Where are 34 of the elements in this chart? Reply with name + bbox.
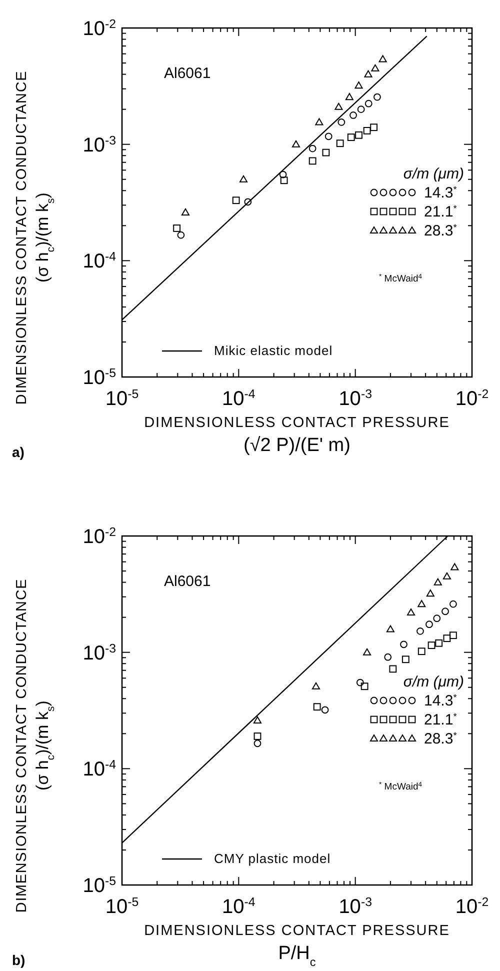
text: b)	[12, 952, 26, 968]
legend-label: 21.1$^{*}$	[424, 204, 458, 220]
x-tick-label: 10$^{-3}$	[338, 387, 372, 410]
x-tick-label: 10$^{-2}$	[455, 387, 489, 410]
annotation: $^{*}$ McWaid$^{4}$	[379, 781, 422, 792]
x-axis-title: DIMENSIONLESS CONTACT PRESSURE P/H$_{c}$	[144, 923, 450, 968]
y-tick-label: 10$^{-4}$	[82, 758, 116, 781]
y-tick-label: 10$^{-5}$	[82, 366, 116, 389]
y-tick-label: 10$^{-2}$	[82, 525, 116, 548]
legend-label: CMY plastic model	[214, 851, 331, 866]
legend-label: 14.3$^{*}$	[424, 692, 458, 710]
x-tick-label: 10$^{-2}$	[455, 895, 489, 918]
y-tick-label: 10$^{-2}$	[82, 17, 116, 40]
y-tick-label: 10$^{-3}$	[82, 641, 116, 664]
x-tick-label: 10$^{-4}$	[222, 387, 256, 410]
x-tick-label: 10$^{-4}$	[222, 895, 256, 918]
y-tick-label: 10$^{-5}$	[82, 874, 116, 897]
legend-label: Mikic elastic model	[214, 343, 333, 358]
legend-title: σ/m (μm)	[403, 674, 464, 690]
annotation: Al6061	[164, 573, 211, 590]
x-tick-label: 10$^{-5}$	[105, 387, 139, 410]
legend-label: 21.1$^{*}$	[424, 712, 458, 728]
annotation: Al6061	[164, 65, 211, 82]
legend-label: 28.3$^{*}$	[424, 730, 458, 748]
legend-label: 14.3$^{*}$	[424, 184, 458, 202]
legend-label: 28.3$^{*}$	[424, 222, 458, 240]
legend-title: σ/m (μm)	[403, 166, 464, 182]
x-tick-label: 10$^{-3}$	[338, 895, 372, 918]
y-tick-label: 10$^{-3}$	[82, 133, 116, 156]
y-tick-label: 10$^{-4}$	[82, 250, 116, 273]
x-tick-label: 10$^{-5}$	[105, 895, 139, 918]
text: a)	[12, 444, 24, 460]
x-axis-title: DIMENSIONLESS CONTACT PRESSURE (√2 P)/(E' m)	[144, 415, 450, 456]
annotation: $^{*}$ McWaid$^{4}$	[379, 273, 422, 284]
